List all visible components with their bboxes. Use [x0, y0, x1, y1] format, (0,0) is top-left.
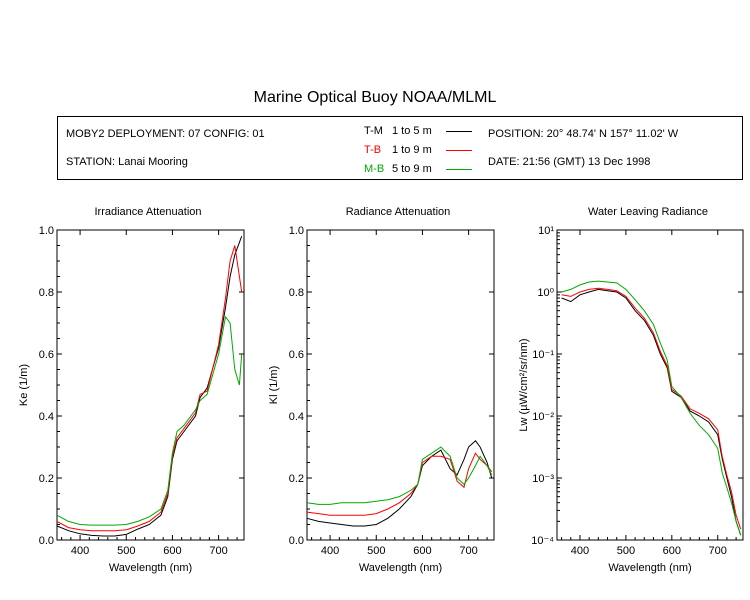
y-tick-label: 1.0: [39, 225, 54, 237]
legend-line-tb: [446, 150, 472, 151]
plot-frame-1: [306, 229, 495, 541]
x-tick-label: 700: [209, 545, 227, 557]
y-tick-label: 0.6: [289, 349, 304, 361]
x-tick-label: 500: [367, 545, 385, 557]
x-tick-label: 500: [117, 545, 135, 557]
y-tick-label: 1.0: [289, 225, 304, 237]
y-tick-label: 10¹: [538, 225, 554, 237]
y-tick-label: 0.0: [39, 535, 54, 547]
x-tick-label: 700: [459, 545, 477, 557]
x-tick-label: 400: [71, 545, 89, 557]
x-axis-label: Wavelength (nm): [359, 562, 442, 574]
y-tick-label: 0.8: [39, 287, 54, 299]
legend-line-mb: [446, 169, 472, 170]
series-line-m-b: [56, 315, 243, 526]
y-axis-label: Ke (1/m): [18, 364, 30, 406]
y-tick-label: 0.6: [39, 349, 54, 361]
legend-code-tm: T-M: [364, 125, 383, 137]
y-tick-label: 10⁰: [537, 287, 554, 299]
x-axis-label: Wavelength (nm): [608, 562, 691, 574]
station-text: STATION: Lanai Mooring: [66, 156, 188, 168]
series-line-t-m: [561, 288, 742, 536]
y-tick-label: 0.8: [289, 287, 304, 299]
x-tick-label: 700: [709, 545, 727, 557]
y-tick-label: 10⁻²: [532, 411, 554, 423]
legend-code-mb: M-B: [364, 163, 385, 175]
plot-frame-2: [556, 229, 744, 541]
y-tick-label: 0.2: [289, 473, 304, 485]
x-axis-label: Wavelength (nm): [109, 562, 192, 574]
series-line-t-b: [56, 245, 243, 532]
legend-code-tb: T-B: [364, 144, 382, 156]
series-line-t-m: [56, 236, 243, 537]
x-tick-label: 600: [163, 545, 181, 557]
legend-range-mb: 5 to 9 m: [392, 163, 432, 175]
y-tick-label: 10⁻³: [532, 473, 554, 485]
deployment-text: MOBY2 DEPLOYMENT: 07 CONFIG: 01: [66, 128, 265, 140]
y-axis-label: Lw (µW/cm²/sr/nm): [518, 338, 530, 431]
y-tick-label: 10⁻¹: [532, 349, 554, 361]
y-tick-label: 0.4: [289, 411, 304, 423]
legend-range-tm: 1 to 5 m: [392, 125, 432, 137]
x-tick-label: 400: [571, 545, 589, 557]
y-axis-label: Kl (1/m): [268, 366, 280, 405]
x-tick-label: 600: [663, 545, 681, 557]
series-line-m-b: [306, 446, 493, 505]
y-tick-label: 0.2: [39, 473, 54, 485]
panel-title-radiance: Radiance Attenuation: [345, 206, 451, 218]
x-tick-label: 600: [413, 545, 431, 557]
y-tick-label: 0.4: [39, 411, 54, 423]
y-tick-label: 10⁻⁴: [531, 535, 554, 547]
date-text: DATE: 21:56 (GMT) 13 Dec 1998: [488, 156, 651, 168]
legend-range-tb: 1 to 9 m: [392, 144, 432, 156]
x-tick-label: 400: [321, 545, 339, 557]
panel-title-irradiance: Irradiance Attenuation: [94, 206, 202, 218]
series-line-t-b: [561, 287, 742, 530]
y-tick-label: 0.0: [289, 535, 304, 547]
legend-line-tm: [446, 131, 472, 132]
plot-frame-0: [56, 229, 245, 541]
info-box: MOBY2 DEPLOYMENT: 07 CONFIG: 01 STATION:…: [57, 116, 743, 180]
panel-title-water-leaving: Water Leaving Radiance: [587, 206, 709, 218]
chart-title: Marine Optical Buoy NOAA/MLML: [253, 89, 497, 106]
series-line-m-b: [561, 280, 742, 536]
position-text: POSITION: 20° 48.74' N 157° 11.02' W: [488, 128, 679, 140]
x-tick-label: 500: [617, 545, 635, 557]
